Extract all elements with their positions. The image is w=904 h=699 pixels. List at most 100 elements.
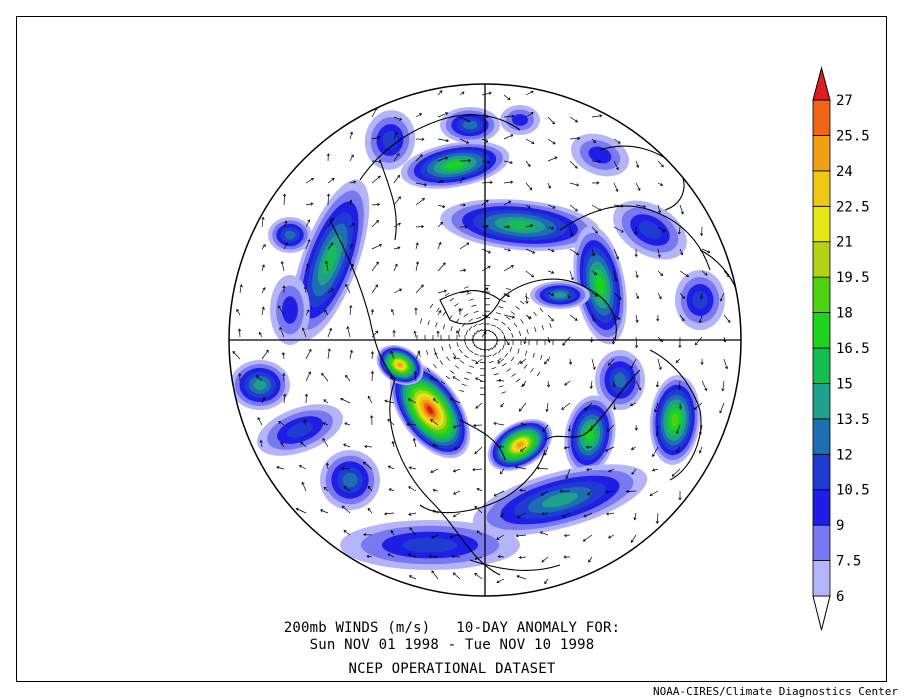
wind-vector bbox=[261, 397, 266, 404]
wind-vector bbox=[657, 336, 663, 342]
wind-vector-head bbox=[418, 113, 423, 117]
wind-vector bbox=[340, 398, 351, 404]
wind-vector-head bbox=[593, 139, 597, 143]
wind-vector bbox=[515, 306, 520, 310]
wind-vector-head bbox=[586, 467, 590, 472]
wind-vector-head bbox=[262, 396, 266, 401]
wind-vector-head bbox=[574, 317, 578, 321]
wind-vector bbox=[456, 330, 461, 338]
wind-vector bbox=[493, 422, 505, 426]
wind-vector bbox=[426, 367, 431, 373]
wind-vector bbox=[459, 138, 469, 144]
wind-vector bbox=[409, 575, 417, 580]
wind-vector bbox=[408, 512, 417, 515]
wind-vector bbox=[569, 314, 578, 321]
wind-vector bbox=[280, 442, 285, 448]
wind-vector bbox=[261, 217, 264, 228]
wind-vector bbox=[590, 424, 593, 431]
wind-vector bbox=[524, 295, 530, 300]
wind-vector-head bbox=[589, 385, 593, 390]
wind-vector-head bbox=[567, 428, 571, 432]
wind-vector bbox=[679, 380, 681, 390]
wind-vector bbox=[547, 182, 551, 189]
wind-vector bbox=[676, 446, 681, 453]
wind-vector-head bbox=[261, 216, 265, 220]
wind-vector-head bbox=[452, 376, 456, 380]
wind-vector bbox=[393, 116, 402, 121]
wind-vector bbox=[325, 261, 329, 272]
wind-vector bbox=[465, 330, 468, 336]
wind-vector bbox=[390, 530, 395, 536]
wind-vector-head bbox=[634, 254, 638, 258]
wind-vector-head bbox=[662, 229, 666, 232]
wind-vector bbox=[459, 242, 470, 250]
wind-vector bbox=[349, 350, 353, 360]
wind-vector-head bbox=[532, 250, 536, 254]
wind-vector bbox=[322, 438, 329, 448]
wind-vector-head bbox=[618, 296, 622, 300]
wind-vector-head bbox=[630, 365, 634, 369]
wind-vector bbox=[446, 356, 450, 361]
wind-vector bbox=[363, 461, 373, 470]
wind-vector-head bbox=[466, 140, 470, 144]
wind-vector bbox=[542, 424, 549, 432]
wind-vector bbox=[526, 328, 529, 335]
wind-vector bbox=[459, 348, 463, 354]
wind-vector bbox=[349, 132, 353, 140]
wind-vector-head bbox=[440, 180, 444, 184]
colorbar-tick-label: 12 bbox=[836, 447, 853, 463]
wind-vector-head bbox=[498, 445, 502, 449]
wind-vector bbox=[723, 358, 728, 369]
wind-vector-head bbox=[324, 309, 328, 313]
wind-vector-head bbox=[605, 512, 610, 516]
wind-vector-head bbox=[298, 464, 303, 468]
wind-vector bbox=[433, 398, 439, 404]
wind-vector bbox=[539, 307, 544, 313]
wind-vector bbox=[503, 248, 511, 251]
wind-vector-head bbox=[493, 421, 497, 426]
wind-vector bbox=[437, 180, 444, 184]
wind-vector bbox=[433, 347, 436, 354]
wind-vector-head bbox=[451, 555, 455, 559]
wind-vector-head bbox=[561, 407, 565, 410]
wind-vector-head bbox=[453, 491, 457, 495]
wind-vector-head bbox=[519, 488, 523, 492]
wind-vector bbox=[341, 505, 351, 514]
wind-vector bbox=[471, 304, 477, 307]
wind-vector bbox=[699, 424, 703, 435]
wind-vector-head bbox=[551, 249, 555, 253]
wind-vector bbox=[504, 352, 508, 358]
wind-vector-head bbox=[456, 330, 460, 334]
wind-vector bbox=[478, 322, 484, 326]
wind-vector bbox=[327, 348, 330, 360]
wind-vector bbox=[428, 555, 439, 558]
wind-vector bbox=[635, 292, 639, 299]
wind-vector bbox=[511, 332, 514, 338]
wind-vector-head bbox=[582, 538, 586, 542]
wind-vector bbox=[431, 570, 439, 580]
wind-vector bbox=[415, 226, 424, 228]
wind-vector bbox=[533, 311, 537, 317]
wind-vector bbox=[608, 534, 615, 539]
wind-vector-head bbox=[500, 514, 504, 518]
wind-vector-head bbox=[276, 465, 280, 470]
wind-vector-head bbox=[518, 555, 522, 560]
wind-vector bbox=[547, 292, 554, 296]
wind-vector bbox=[430, 468, 439, 473]
wind-vector bbox=[283, 194, 286, 206]
wind-vector bbox=[631, 446, 637, 450]
contour-band bbox=[284, 230, 296, 240]
wind-vector-head bbox=[651, 468, 655, 472]
wind-vector-head bbox=[655, 384, 660, 388]
wind-vector-head bbox=[592, 366, 596, 370]
wind-vector bbox=[261, 244, 266, 250]
wind-vector bbox=[587, 490, 593, 496]
wind-vector-head bbox=[598, 159, 602, 164]
wind-vector bbox=[474, 556, 483, 560]
wind-vector bbox=[534, 326, 537, 333]
wind-vector-head bbox=[508, 200, 512, 204]
wind-vector bbox=[475, 330, 479, 335]
wind-vector bbox=[283, 394, 286, 404]
wind-vector-head bbox=[511, 315, 516, 319]
wind-vector bbox=[520, 300, 525, 305]
